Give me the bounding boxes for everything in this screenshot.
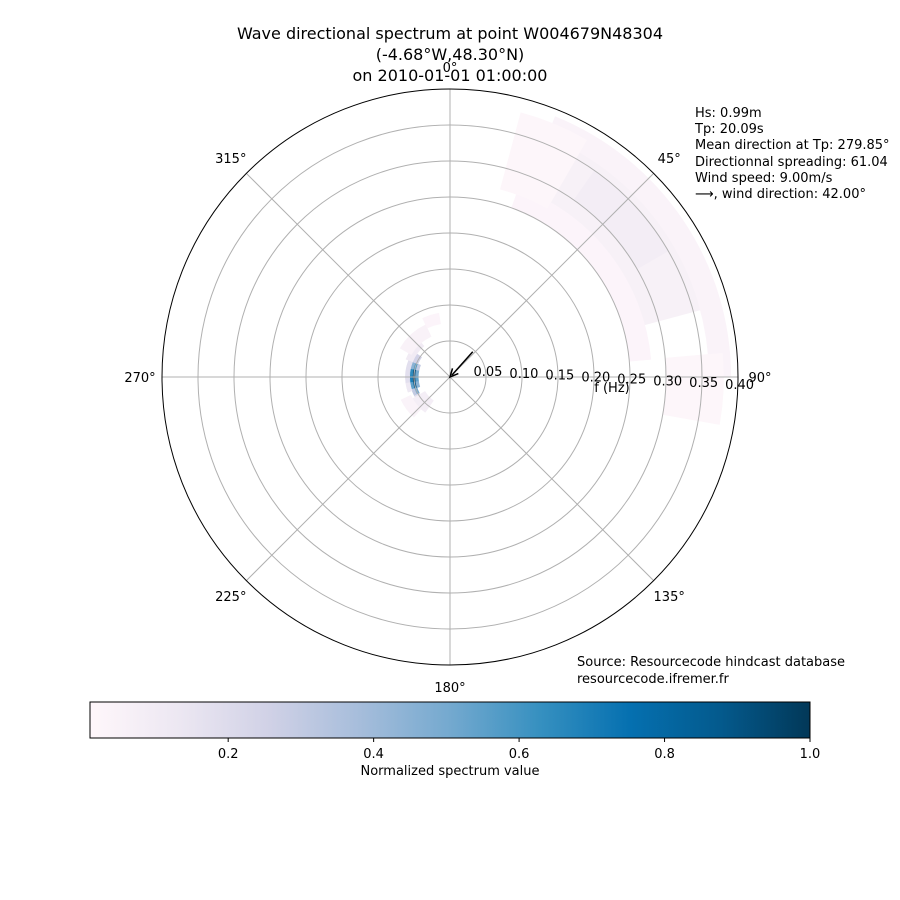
frequency-tick-label: 0.35 (689, 376, 718, 391)
stat-tp: Tp: 20.09s (695, 122, 764, 138)
colorbar-tick-label: 0.6 (509, 747, 530, 762)
direction-tick-label: 225° (215, 590, 246, 605)
source-line2: resourcecode.ifremer.fr (577, 671, 729, 687)
stat-wind-direction: ⟶, wind direction: 42.00° (695, 187, 866, 203)
direction-tick-labels: 0° 45° 90° 135° 180° 225° 270° 315° (124, 61, 771, 696)
stats-panel: Hs: 0.99m Tp: 20.09s Mean direction at T… (695, 106, 890, 203)
stat-wind-speed: Wind speed: 9.00m/s (695, 170, 833, 186)
colorbar: 0.2 0.4 0.6 0.8 1.0 (89, 701, 821, 762)
spectrum-cells (399, 112, 732, 425)
wind-arrow-shaft (451, 351, 474, 376)
frequency-tick-label: 0.10 (509, 367, 538, 382)
wind-arrow (448, 351, 474, 379)
spectrum-cell (500, 112, 588, 209)
polar-frame (161, 88, 739, 666)
frequency-tick-label: 0.05 (473, 365, 502, 380)
polar-grid (161, 88, 739, 666)
spectrum-cell (415, 363, 421, 371)
chart-title-line3: on 2010-01-01 01:00:00 (352, 66, 548, 85)
spectrum-cell (405, 382, 413, 393)
frequency-tick-label: 0.30 (653, 374, 682, 389)
direction-tick-label: 90° (748, 371, 771, 386)
stat-mean-direction: Mean direction at Tp: 279.85° (695, 138, 890, 154)
direction-tick-label: 45° (658, 152, 681, 167)
frequency-axis-label: f (Hz) (594, 381, 629, 396)
colorbar-label: Normalized spectrum value (360, 764, 540, 779)
colorbar-tick-label: 0.2 (218, 747, 239, 762)
direction-gridline (245, 172, 451, 378)
colorbar-tick-label: 0.8 (654, 747, 675, 762)
direction-tick-label: 180° (434, 681, 465, 696)
frequency-tick-label: 0.25 (617, 372, 646, 387)
source-note: Source: Resourcecode hindcast database r… (577, 655, 845, 688)
stat-spreading: Directionnal spreading: 61.04 (695, 154, 888, 170)
source-line1: Source: Resourcecode hindcast database (577, 655, 845, 670)
colorbar-gradient (89, 701, 811, 739)
spectrum-cell (400, 394, 422, 418)
stat-hs: Hs: 0.99m (695, 106, 762, 121)
spectrum-cell (411, 388, 418, 397)
direction-tick-label: 135° (654, 590, 685, 605)
spectrum-cell (415, 369, 420, 377)
frequency-tick-label: 0.15 (545, 369, 574, 384)
spectrum-cell (422, 312, 441, 329)
direction-gridline (449, 376, 655, 582)
spectrum-cell (415, 381, 421, 388)
colorbar-tick-label: 1.0 (800, 747, 821, 762)
direction-tick-label: 0° (443, 61, 458, 76)
chart-title-line2: (-4.68°W,48.30°N) (375, 45, 525, 64)
direction-tick-label: 315° (215, 152, 246, 167)
frequency-tick-label: 0.20 (581, 371, 610, 386)
direction-tick-label: 270° (124, 371, 155, 386)
colorbar-tick-label: 0.4 (363, 747, 384, 762)
frequency-tick-labels: 0.05 0.10 0.15 0.20 0.25 0.30 0.35 0.40 f (Hz) (473, 365, 754, 396)
direction-gridline (245, 376, 451, 582)
chart-title-line1: Wave directional spectrum at point W0046… (236, 24, 664, 43)
direction-gridline (449, 172, 655, 378)
frequency-tick-label: 0.40 (725, 378, 754, 393)
spectrum-cell (399, 324, 432, 356)
wind-arrow-head (448, 368, 459, 379)
